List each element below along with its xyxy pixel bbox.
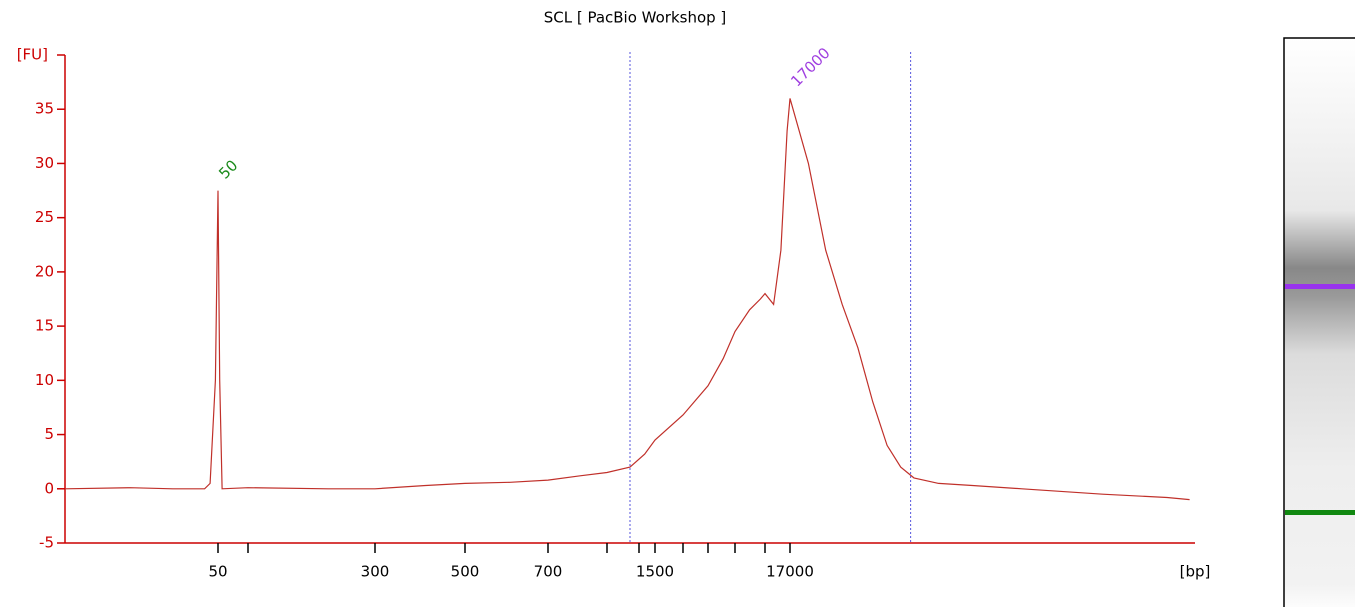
x-tick-label: 700 [534,563,563,581]
gel-lane [1283,37,1355,611]
x-axis-label: [bp] [1180,563,1211,581]
y-tick-label: 15 [35,317,54,335]
chart-title: SCL [ PacBio Workshop ] [544,9,727,27]
x-tick-label: 300 [361,563,390,581]
y-axis-label: [FU] [17,46,48,64]
x-tick-label: 17000 [766,563,814,581]
y-tick-label: 10 [35,371,54,389]
x-tick-label: 1500 [636,563,674,581]
peak-label: 50 [215,156,241,182]
trace-line [64,98,1190,501]
y-tick-label: 25 [35,208,54,226]
y-tick-label: 0 [44,479,54,497]
y-tick-label: 20 [35,262,54,280]
y-tick-label: 35 [35,100,54,118]
peak-label: 17000 [787,44,833,90]
x-tick-label: 500 [451,563,480,581]
y-tick-label: 30 [35,154,54,172]
x-tick-label: 50 [208,563,227,581]
y-tick-label: -5 [39,534,54,552]
y-tick-label: 5 [44,425,54,443]
